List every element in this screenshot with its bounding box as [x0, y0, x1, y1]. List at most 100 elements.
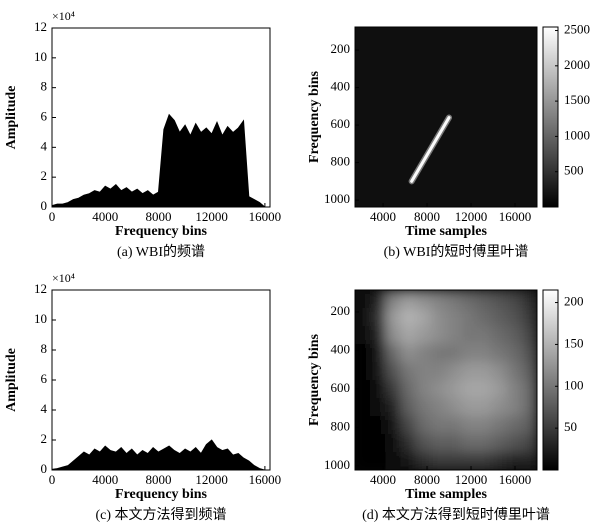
y-tick-label: 10	[34, 49, 47, 64]
heatmap-cell	[506, 416, 523, 435]
heatmap-cell	[355, 380, 371, 399]
heatmap-cell	[385, 308, 401, 327]
heatmap-cell	[415, 308, 432, 327]
y-tick-label: 8	[41, 341, 48, 356]
heatmap-cell	[430, 308, 447, 327]
heatmap-cell	[400, 380, 417, 399]
y-axis-label: Amplitude	[4, 86, 19, 150]
heatmap-cell	[415, 326, 432, 345]
heatmap-cell	[370, 434, 386, 453]
heatmap-cell	[506, 362, 523, 381]
x-tick-label: 4000	[92, 209, 118, 224]
x-tick-label: 8000	[145, 472, 171, 487]
heatmap-cell	[355, 416, 371, 435]
y-multiplier: ×10⁴	[52, 271, 75, 285]
heatmap-cell	[355, 452, 371, 470]
heatmap-cell	[476, 380, 492, 399]
heatmap-cell	[521, 362, 537, 381]
heatmap-cell	[491, 326, 508, 345]
caption: (a) WBI的频谱	[117, 244, 205, 260]
y-tick-label: 200	[331, 303, 351, 318]
heatmap-cell	[400, 452, 417, 470]
heatmap-cell	[400, 362, 417, 381]
heatmap-cell	[521, 452, 537, 470]
y-tick-label: 4	[41, 401, 48, 416]
y-tick-label: 800	[331, 154, 351, 169]
heatmap-cell	[521, 434, 537, 453]
x-tick-label: 4000	[370, 209, 396, 224]
y-tick-label: 4	[41, 138, 48, 153]
heatmap-cell	[430, 452, 447, 470]
x-tick-label: 12000	[195, 472, 228, 487]
y-tick-label: 2	[41, 431, 48, 446]
plot-area	[355, 290, 537, 470]
heatmap-cell	[370, 326, 386, 345]
x-tick-label: 4000	[92, 472, 118, 487]
heatmap-cell	[370, 362, 386, 381]
heatmap-cell	[446, 380, 462, 399]
colorbar-tick-label: 500	[564, 163, 584, 178]
heatmap-cell	[461, 308, 477, 327]
heatmap-cell	[476, 452, 492, 470]
heatmap-cell	[446, 308, 462, 327]
colorbar	[542, 289, 559, 471]
colorbar-tick-label: 100	[564, 377, 584, 392]
x-tick-label: 16000	[499, 472, 532, 487]
heatmap-cell	[400, 398, 417, 417]
heatmap-cell	[430, 398, 447, 417]
heatmap-cell	[430, 344, 447, 363]
x-axis-label: Time samples	[405, 487, 487, 502]
plot-area	[52, 439, 266, 470]
heatmap-cell	[385, 398, 401, 417]
heatmap-cell	[491, 362, 508, 381]
colorbar-tick-label: 1500	[564, 92, 590, 107]
heatmap-cell	[506, 344, 523, 363]
heatmap-cell	[491, 290, 508, 309]
heatmap-cell	[491, 308, 508, 327]
heatmap-cell	[415, 434, 432, 453]
heatmap-cell	[385, 344, 401, 363]
y-multiplier: ×10⁴	[52, 9, 75, 23]
heatmap-cell	[491, 434, 508, 453]
colorbar-tick-label: 2000	[564, 57, 590, 72]
y-tick-label: 1000	[324, 457, 350, 472]
heatmap-cell	[430, 416, 447, 435]
x-tick-label: 16000	[249, 209, 282, 224]
heatmap-cell	[491, 416, 508, 435]
heatmap-cell	[461, 398, 477, 417]
heatmap-cell	[370, 452, 386, 470]
heatmap-cell	[446, 326, 462, 345]
heatmap-cell	[506, 290, 523, 309]
heatmap-cell	[506, 398, 523, 417]
heatmap-cell	[506, 434, 523, 453]
heatmap-cell	[415, 380, 432, 399]
heatmap-cell	[521, 326, 537, 345]
x-axis-label: Frequency bins	[115, 224, 207, 239]
y-tick-label: 2	[41, 168, 48, 183]
heatmap-cell	[400, 308, 417, 327]
heatmap-cell	[370, 398, 386, 417]
heatmap-cell	[385, 362, 401, 381]
heatmap-cell	[446, 452, 462, 470]
heatmap-cell	[461, 326, 477, 345]
y-axis-label: Frequency bins	[307, 333, 322, 425]
heatmap-cell	[385, 434, 401, 453]
ridge	[410, 116, 451, 183]
heatmap-cell	[415, 398, 432, 417]
y-tick-label: 400	[331, 79, 351, 94]
heatmap-cell	[491, 398, 508, 417]
heatmap-cell	[476, 290, 492, 309]
heatmap-cell	[415, 344, 432, 363]
heatmap-cell	[461, 416, 477, 435]
heatmap-cell	[491, 344, 508, 363]
y-tick-label: 0	[41, 461, 48, 476]
x-axis-label: Time samples	[405, 224, 487, 239]
heatmap-cell	[446, 434, 462, 453]
heatmap-cell	[521, 416, 537, 435]
heatmap-cell	[370, 380, 386, 399]
heatmap-cell	[521, 398, 537, 417]
y-axis-label: Frequency bins	[307, 70, 322, 162]
heatmap-cell	[355, 326, 371, 345]
heatmap-cell	[355, 398, 371, 417]
heatmap-cell	[355, 362, 371, 381]
